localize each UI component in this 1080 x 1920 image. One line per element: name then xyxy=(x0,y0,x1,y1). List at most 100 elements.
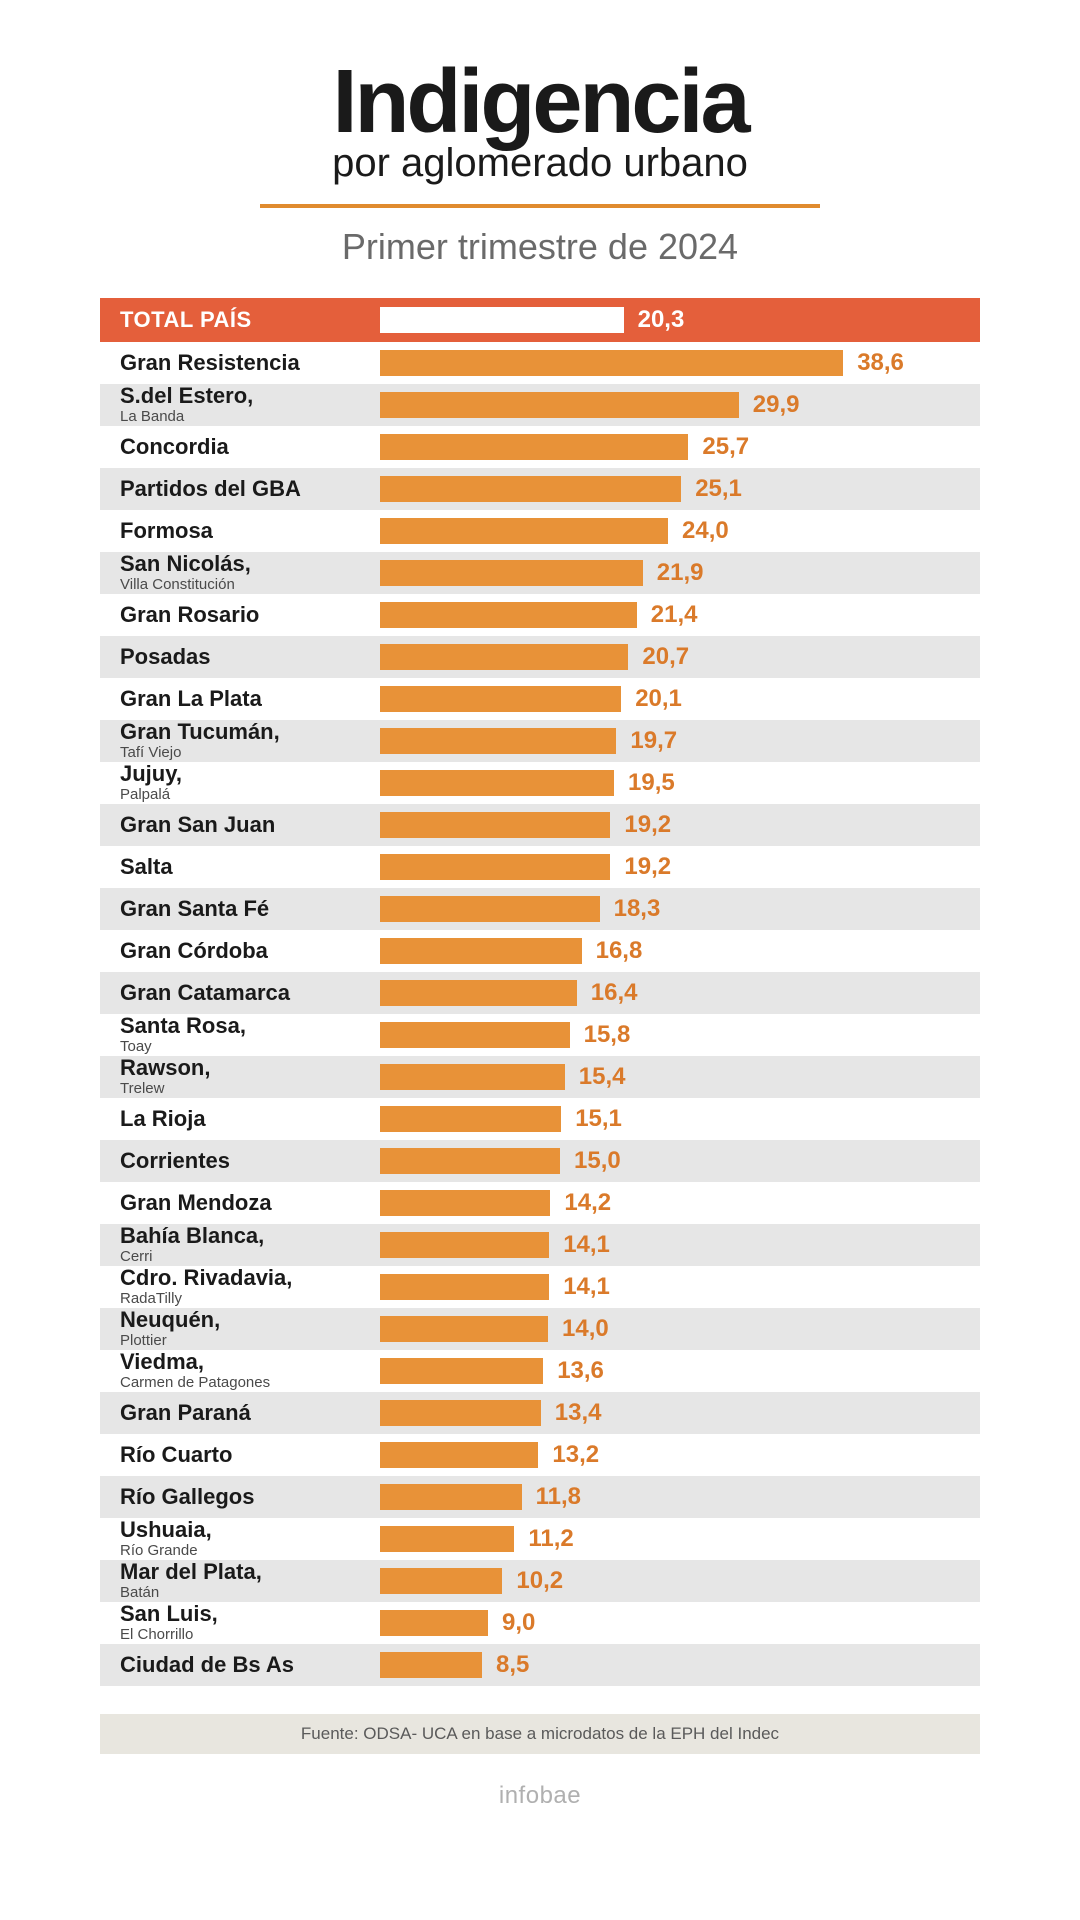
row-sublabel: Cerri xyxy=(120,1249,380,1264)
row-bar xyxy=(380,854,610,880)
row-value: 20,1 xyxy=(635,685,682,713)
row-label: Concordia xyxy=(120,436,380,458)
row-label-cell: Ciudad de Bs As xyxy=(100,1654,380,1676)
row-label: La Rioja xyxy=(120,1108,380,1130)
row-value: 13,2 xyxy=(552,1441,599,1469)
row-label: Jujuy, xyxy=(120,763,380,785)
row-value: 14,0 xyxy=(562,1315,609,1343)
row-value: 21,9 xyxy=(657,559,704,587)
row-sublabel: Río Grande xyxy=(120,1543,380,1558)
title-period: Primer trimestre de 2024 xyxy=(100,226,980,268)
row-value: 21,4 xyxy=(651,601,698,629)
row-value: 11,2 xyxy=(528,1525,573,1553)
row-bar-cell: 11,2 xyxy=(380,1518,980,1560)
row-bar-cell: 19,2 xyxy=(380,804,980,846)
row-label-cell: Gran Mendoza xyxy=(100,1192,380,1214)
row-sublabel: Toay xyxy=(120,1039,380,1054)
row-label: San Luis, xyxy=(120,1603,380,1625)
row-label-cell: Ushuaia, Río Grande xyxy=(100,1519,380,1558)
row-label: Gran Santa Fé xyxy=(120,898,380,920)
row-label: Salta xyxy=(120,856,380,878)
row-label: Gran Resistencia xyxy=(120,352,380,374)
row-bar xyxy=(380,350,843,376)
total-row: TOTAL PAÍS 20,3 xyxy=(100,298,980,342)
row-value: 25,7 xyxy=(702,433,749,461)
row-bar xyxy=(380,434,688,460)
row-bar-cell: 24,0 xyxy=(380,510,980,552)
bar-chart: TOTAL PAÍS 20,3 Gran Resistencia 38,6 S.… xyxy=(100,298,980,1686)
row-bar xyxy=(380,1148,560,1174)
row-bar xyxy=(380,896,600,922)
row-bar-cell: 19,5 xyxy=(380,762,980,804)
row-label-cell: San Nicolás, Villa Constitución xyxy=(100,553,380,592)
row-bar-cell: 13,4 xyxy=(380,1392,980,1434)
title-main: Indigencia xyxy=(100,60,980,146)
row-bar-cell: 13,6 xyxy=(380,1350,980,1392)
row-bar-cell: 21,9 xyxy=(380,552,980,594)
row-bar-cell: 25,1 xyxy=(380,468,980,510)
chart-row: Río Gallegos 11,8 xyxy=(100,1476,980,1518)
row-label-cell: Concordia xyxy=(100,436,380,458)
row-value: 13,4 xyxy=(555,1399,602,1427)
row-label: Posadas xyxy=(120,646,380,668)
row-bar xyxy=(380,1652,482,1678)
row-value: 13,6 xyxy=(557,1357,604,1385)
row-bar xyxy=(380,1442,538,1468)
chart-row: Cdro. Rivadavia, RadaTilly 14,1 xyxy=(100,1266,980,1308)
row-label-cell: Gran Córdoba xyxy=(100,940,380,962)
row-bar xyxy=(380,476,681,502)
row-label-cell: Cdro. Rivadavia, RadaTilly xyxy=(100,1267,380,1306)
row-label: Formosa xyxy=(120,520,380,542)
row-label-cell: Gran San Juan xyxy=(100,814,380,836)
row-label: Santa Rosa, xyxy=(120,1015,380,1037)
chart-row: Corrientes 15,0 xyxy=(100,1140,980,1182)
chart-row: San Nicolás, Villa Constitución 21,9 xyxy=(100,552,980,594)
row-label-cell: La Rioja xyxy=(100,1108,380,1130)
row-label-cell: Gran Catamarca xyxy=(100,982,380,1004)
row-bar-cell: 10,2 xyxy=(380,1560,980,1602)
row-value: 15,8 xyxy=(584,1021,631,1049)
row-bar xyxy=(380,392,739,418)
source-strip: Fuente: ODSA- UCA en base a microdatos d… xyxy=(100,1714,980,1754)
row-bar-cell: 29,9 xyxy=(380,384,980,426)
row-label: Corrientes xyxy=(120,1150,380,1172)
title-block: Indigencia por aglomerado urbano Primer … xyxy=(100,60,980,268)
row-sublabel: Plottier xyxy=(120,1333,380,1348)
row-label-cell: Gran Santa Fé xyxy=(100,898,380,920)
total-label: TOTAL PAÍS xyxy=(120,309,380,331)
chart-row: Gran Resistencia 38,6 xyxy=(100,342,980,384)
chart-row: Concordia 25,7 xyxy=(100,426,980,468)
row-label-cell: Posadas xyxy=(100,646,380,668)
row-sublabel: El Chorrillo xyxy=(120,1627,380,1642)
infographic-container: Indigencia por aglomerado urbano Primer … xyxy=(0,0,1080,1840)
row-value: 14,2 xyxy=(564,1189,611,1217)
row-bar xyxy=(380,938,582,964)
row-bar xyxy=(380,1316,548,1342)
row-sublabel: Palpalá xyxy=(120,787,380,802)
row-label: Mar del Plata, xyxy=(120,1561,380,1583)
row-value: 19,5 xyxy=(628,769,675,797)
row-bar-cell: 15,1 xyxy=(380,1098,980,1140)
row-value: 29,9 xyxy=(753,391,800,419)
row-bar xyxy=(380,1526,514,1552)
row-bar xyxy=(380,1400,541,1426)
row-bar-cell: 18,3 xyxy=(380,888,980,930)
row-value: 8,5 xyxy=(496,1651,529,1679)
row-sublabel: La Banda xyxy=(120,409,380,424)
row-bar-cell: 21,4 xyxy=(380,594,980,636)
row-label: Bahía Blanca, xyxy=(120,1225,380,1247)
chart-row: Río Cuarto 13,2 xyxy=(100,1434,980,1476)
row-label: Rawson, xyxy=(120,1057,380,1079)
total-bar-cell: 20,3 xyxy=(380,298,980,342)
title-underline xyxy=(260,204,820,208)
row-label: Río Cuarto xyxy=(120,1444,380,1466)
row-label: Partidos del GBA xyxy=(120,478,380,500)
total-bar xyxy=(380,307,624,333)
row-sublabel: Batán xyxy=(120,1585,380,1600)
row-label-cell: Partidos del GBA xyxy=(100,478,380,500)
row-bar xyxy=(380,1484,522,1510)
row-sublabel: Trelew xyxy=(120,1081,380,1096)
row-bar xyxy=(380,1022,570,1048)
total-value: 20,3 xyxy=(638,306,685,334)
chart-row: Salta 19,2 xyxy=(100,846,980,888)
